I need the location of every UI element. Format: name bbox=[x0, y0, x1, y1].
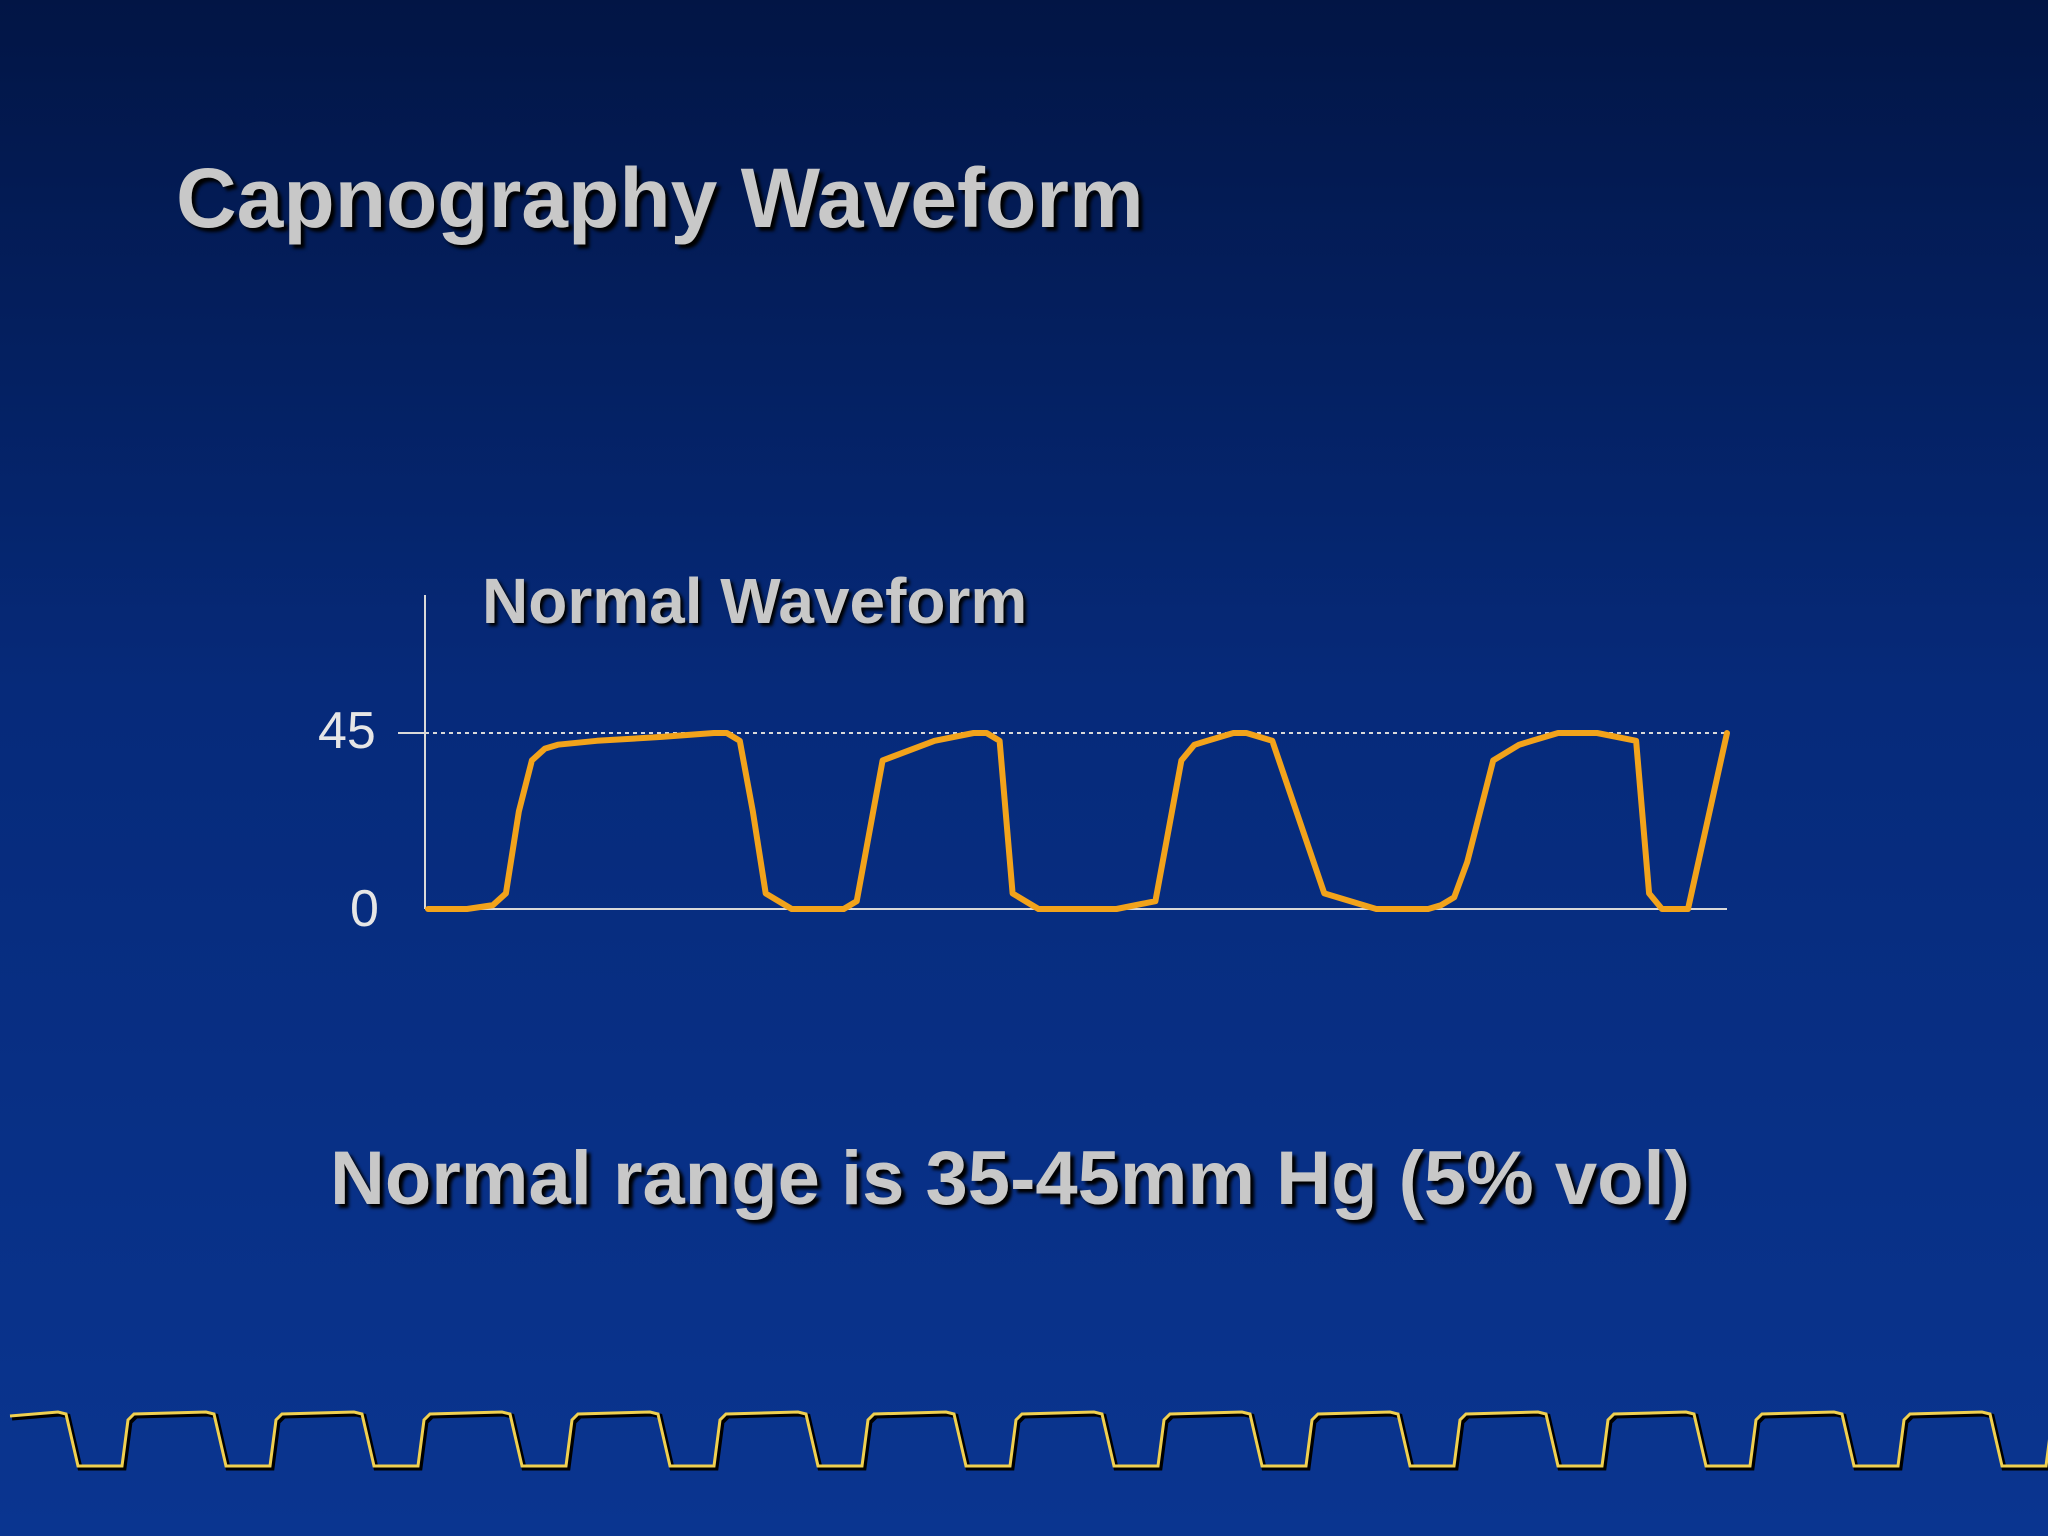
chart-title: Normal Waveform bbox=[482, 565, 1028, 637]
slide-title: Capnography Waveform bbox=[176, 151, 1144, 245]
bottom-waveform-shadow bbox=[11, 1411, 2048, 1471]
y-tick-label-45: 45 bbox=[318, 702, 376, 760]
decorative-bottom-waveform bbox=[9, 1410, 2048, 1471]
waveform-line bbox=[425, 730, 1730, 912]
normal-range-note: Normal range is 35-45mm Hg (5% vol) bbox=[330, 1136, 1690, 1221]
y-tick-label-0: 0 bbox=[350, 880, 379, 938]
bottom-waveform-line bbox=[9, 1410, 2048, 1468]
